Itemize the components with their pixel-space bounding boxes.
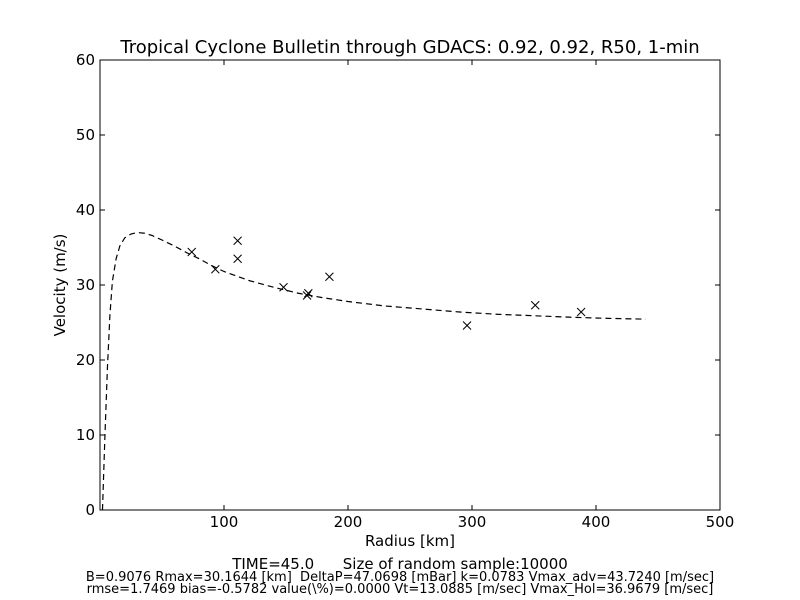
x-tick-label: 300 [458,513,487,531]
y-axis-label: Velocity (m/s) [51,234,69,337]
data-point-x-marker [530,300,540,310]
y-tick-label: 40 [76,201,95,219]
x-tick-label: 400 [582,513,611,531]
y-tick-label: 60 [76,51,95,69]
x-tick-label: 200 [334,513,363,531]
plot-frame [99,59,721,511]
x-tick-label: 500 [706,513,735,531]
data-point-x-marker [187,247,197,257]
data-point-x-marker [462,321,472,330]
y-tick-label: 0 [85,501,95,519]
footer-fit-parameters: B=0.9076 Rmax=30.1644 [km] DeltaP=47.069… [85,570,715,585]
y-tick-label: 30 [76,276,95,294]
y-tick-label: 50 [76,126,95,144]
y-tick-label: 20 [76,351,95,369]
data-point-x-marker [325,272,334,282]
footer-error-stats: rmse=1.7469 bias=-0.5782 value(\%)=0.000… [86,582,714,597]
data-point-x-marker [279,282,288,292]
chart-title: Tropical Cyclone Bulletin through GDACS:… [119,37,699,58]
data-point-x-marker [302,291,312,300]
fitted-profile-dashed-line [101,231,646,511]
y-tick-label: 10 [76,426,95,444]
data-point-x-marker [233,236,242,246]
data-point-x-marker [233,254,242,264]
data-point-x-marker [576,307,586,317]
x-tick-label: 100 [210,513,239,531]
x-axis-label: Radius [km] [365,532,455,550]
footer-time-sample: TIME=45.0 Size of random sample:10000 [232,555,568,573]
